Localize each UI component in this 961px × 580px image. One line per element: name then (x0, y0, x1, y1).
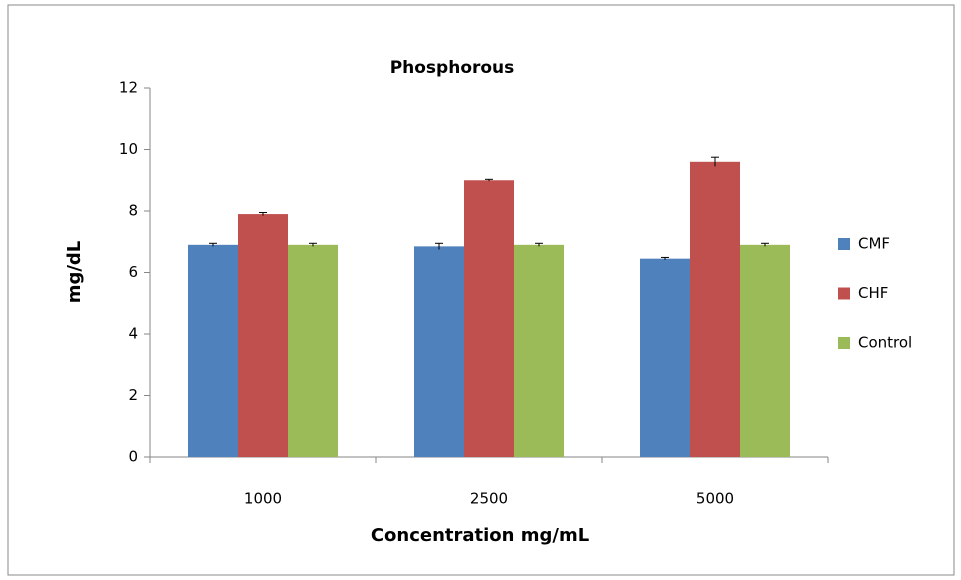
legend-swatch (838, 287, 850, 300)
legend-swatch (838, 238, 850, 250)
error-bar (309, 242, 317, 247)
y-axis-label: mg/dL (64, 241, 85, 304)
y-tick-label: 4 (128, 325, 138, 343)
x-tick-label: 1000 (244, 490, 282, 508)
bar (464, 180, 514, 457)
error-bar (535, 242, 543, 247)
bar (188, 244, 238, 457)
error-bar (485, 178, 493, 182)
chart-title: Phosphorous (390, 58, 515, 78)
bar (288, 244, 338, 457)
error-bar (435, 242, 443, 250)
bar (740, 244, 790, 457)
error-bar (259, 212, 267, 216)
y-tick-label: 12 (119, 79, 138, 97)
x-axis-label: Concentration mg/mL (371, 525, 589, 546)
bar (514, 244, 564, 457)
y-tick-label: 2 (128, 386, 138, 404)
legend-label: Control (858, 334, 912, 352)
y-tick-label: 6 (128, 263, 138, 281)
x-tick-label: 2500 (470, 490, 508, 508)
bar (640, 258, 690, 457)
legend-label: CHF (858, 284, 888, 302)
x-tick-label: 5000 (696, 490, 734, 508)
bar (238, 214, 288, 457)
legend-label: CMF (858, 235, 890, 253)
bar (690, 161, 740, 458)
y-tick-label: 10 (119, 140, 138, 158)
error-bar (711, 156, 719, 167)
bar (414, 246, 464, 457)
y-tick-label: 8 (128, 202, 138, 220)
y-tick-label: 0 (128, 448, 138, 466)
error-bar (761, 242, 769, 247)
legend-swatch (838, 337, 850, 349)
error-bar (209, 242, 217, 247)
error-bar (661, 256, 669, 260)
